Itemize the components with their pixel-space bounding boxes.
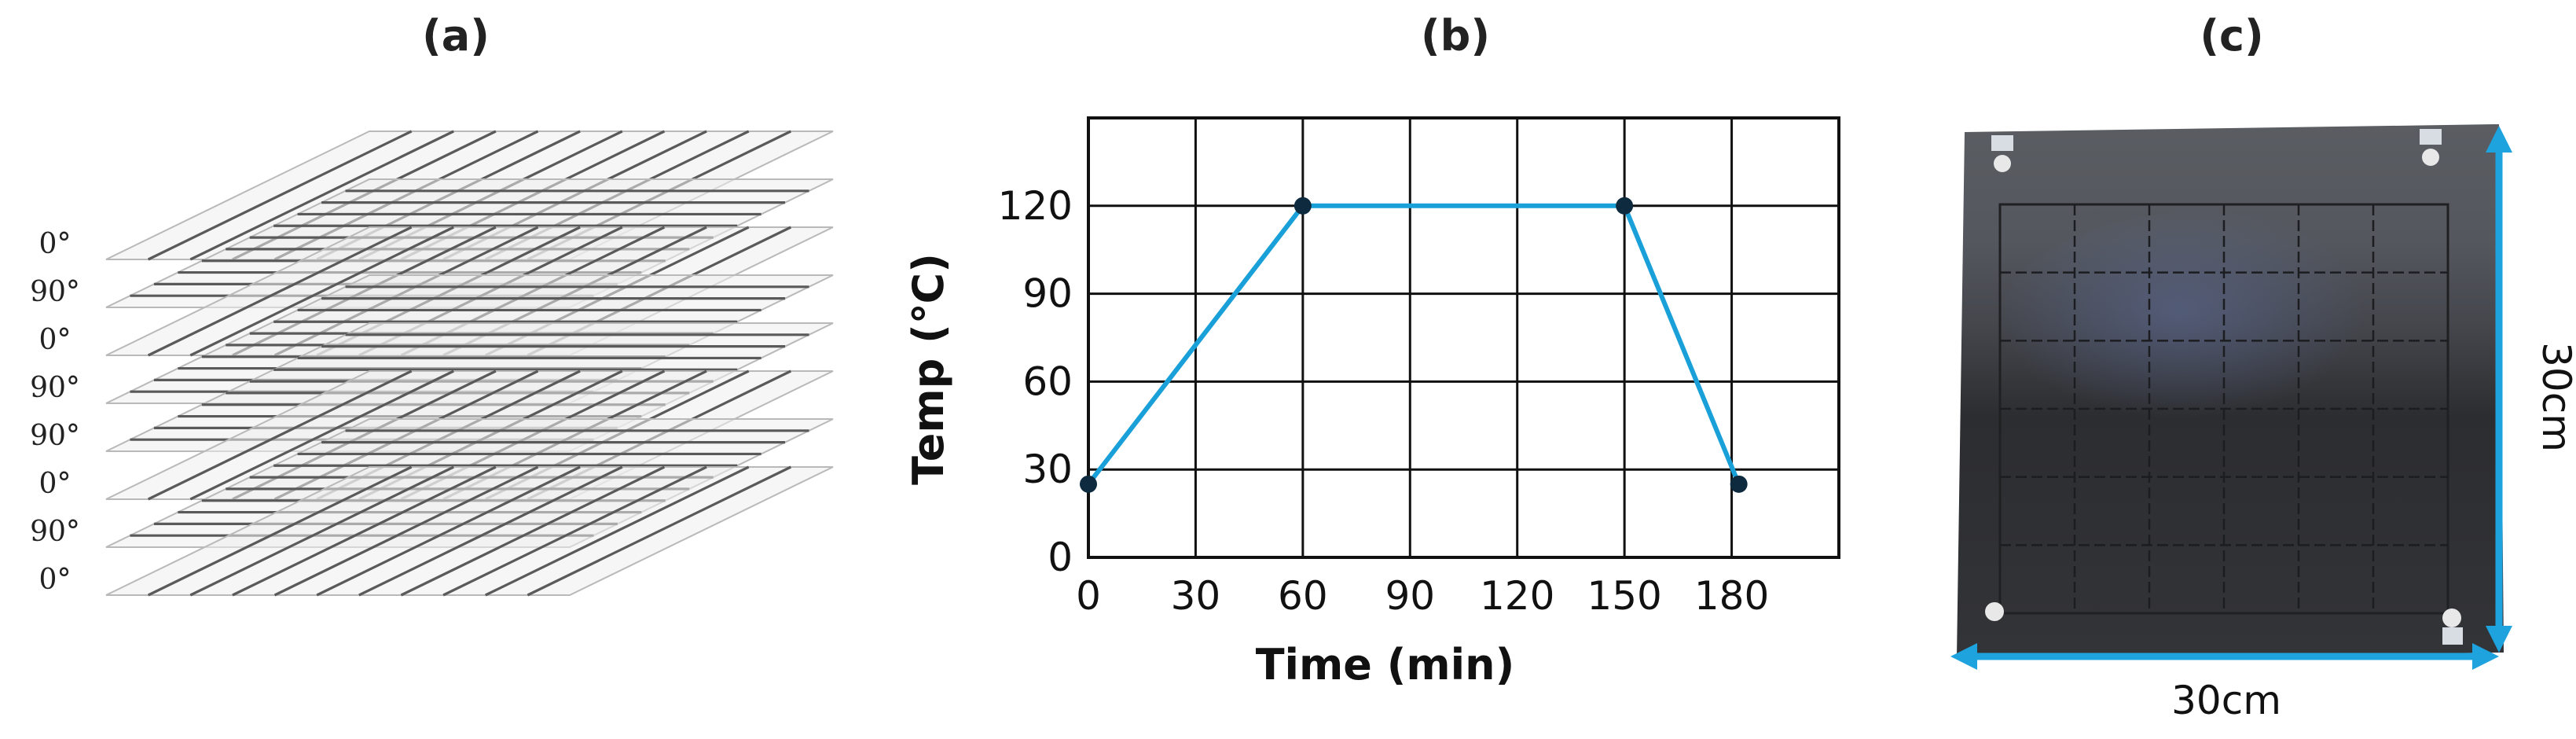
ply-orientation-label: 0° [39, 228, 72, 260]
y-tick-label: 60 [1022, 358, 1073, 404]
specimen-grid-lines [2000, 204, 2448, 613]
fiber-line [400, 465, 666, 597]
ply-orientation-label: 0° [39, 468, 72, 500]
panel-label-a: (a) [422, 11, 490, 61]
width-dimension-label: 30cm [2171, 678, 2281, 723]
y-tick-label: 90 [1022, 271, 1073, 317]
fiber-line [232, 465, 497, 597]
data-point [1730, 475, 1748, 493]
ply-orientation-label: 90° [30, 516, 80, 548]
fiber-line [147, 226, 413, 357]
data-point [1616, 197, 1634, 215]
specimen-hole-bottom-right [2442, 608, 2461, 627]
x-tick-label: 120 [1480, 573, 1554, 619]
x-tick-label: 180 [1694, 573, 1769, 619]
y-axis-title: Temp (℃) [904, 253, 953, 485]
data-point [1294, 197, 1312, 215]
height-arrow-head-bottom [2486, 626, 2512, 653]
ply-sheet [105, 465, 834, 597]
ply-orientation-label: 0° [39, 324, 72, 356]
series-line [1086, 203, 1741, 486]
x-tick-label: 30 [1171, 573, 1221, 619]
ply-orientation-label: 90° [30, 420, 80, 452]
dimension-arrows [1950, 126, 2512, 670]
specimen-tab-top-left [1991, 135, 2013, 151]
fiber-line [147, 465, 413, 597]
specimen-hole-top-left [1994, 155, 2011, 172]
fiber-line [442, 465, 707, 597]
width-arrow-head-right [2472, 643, 2499, 670]
x-tick-label: 150 [1587, 573, 1661, 619]
fiber-line [189, 465, 454, 597]
height-arrow-head-top [2486, 126, 2512, 153]
fiber-line [358, 465, 623, 597]
panel-label-b: (b) [1420, 11, 1490, 61]
y-tick-label: 0 [1048, 535, 1073, 580]
width-arrow-head-left [1950, 643, 1977, 670]
fiber-line [273, 465, 539, 597]
y-tick-label: 120 [998, 183, 1073, 229]
x-tick-label: 0 [1076, 573, 1101, 619]
specimen-tab-top-right [2420, 129, 2442, 145]
fiber-line [189, 370, 454, 501]
specimen-tab-bottom-right [2442, 627, 2463, 645]
fiber-line [189, 130, 454, 261]
panel-label-c: (c) [2200, 11, 2264, 61]
ply-orientation-label: 90° [30, 276, 80, 308]
x-axis-title: Time (min) [1256, 640, 1515, 689]
fiber-line [527, 465, 792, 597]
ply-surface [105, 466, 834, 596]
x-tick-label: 90 [1385, 573, 1435, 619]
ply-orientation-label: 0° [39, 564, 72, 596]
fiber-line [147, 130, 413, 261]
data-point [1080, 475, 1097, 493]
fiber-line [147, 370, 413, 501]
specimen-hole-bottom-left [1985, 602, 2004, 621]
y-tick-label: 30 [1022, 447, 1073, 492]
specimen-hole-top-right [2422, 149, 2439, 166]
fiber-line [189, 226, 454, 357]
plot-frame [1087, 116, 1840, 559]
ply-orientation-label: 90° [30, 372, 80, 404]
fiber-line [316, 465, 581, 597]
fiber-line [485, 465, 750, 597]
specimen-surface-sheen [1996, 212, 2405, 448]
height-dimension-label: 30cm [2534, 342, 2576, 452]
x-tick-label: 60 [1278, 573, 1328, 619]
